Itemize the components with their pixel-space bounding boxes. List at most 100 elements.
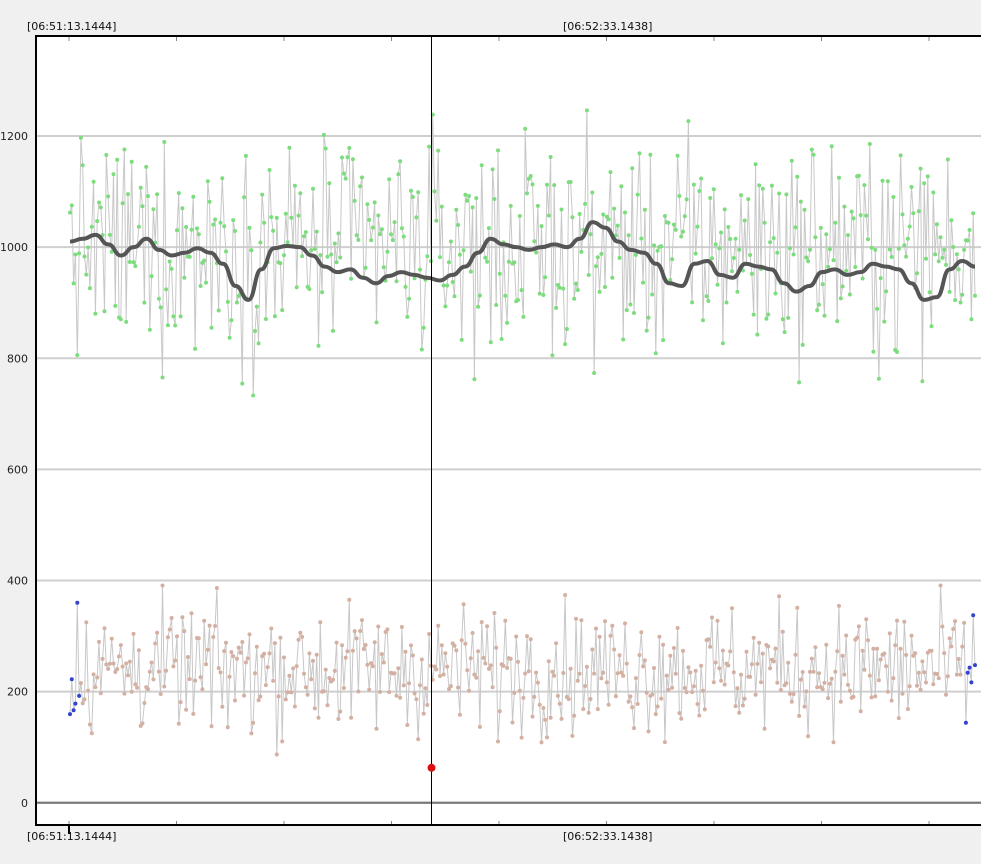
upper-series-point [842,204,847,209]
upper-series-point [138,185,143,190]
lower-series-point [497,709,502,714]
lower-series-point [929,648,934,653]
lower-series-point [419,657,424,662]
lower-series-point [452,643,457,648]
lower-series-point [820,687,825,692]
upper-series-point [726,225,731,229]
lower-series-point [546,659,551,664]
upper-series-point [428,259,433,264]
upper-series-point [671,222,676,227]
upper-series-point [300,254,305,259]
upper-series-point [808,247,812,252]
lower-series-point [187,677,192,682]
lower-series-point [327,676,332,680]
upper-series-point [528,174,533,178]
upper-series-point [106,194,111,199]
lower-series-point [632,726,636,731]
lower-series-point [817,671,821,676]
upper-series-point [806,259,811,264]
lower-series-point [251,720,256,725]
lower-series-point [263,683,268,688]
lower-series-point [122,691,127,696]
y-tick-label: 200 [7,686,28,699]
lower-series-point [434,667,439,672]
lower-series-point [711,680,716,685]
lower-series-point [100,656,105,661]
upper-series-point [191,194,196,199]
lower-series-point [887,631,892,636]
upper-series-point [68,210,72,215]
upper-series-point [474,196,479,201]
time-label-bottom-left: [06:51:13.1444] [27,830,116,843]
lower-series-point [717,666,722,671]
upper-series-point [717,246,722,251]
upper-series-point [557,285,562,290]
lower-series-point [175,634,179,639]
lower-series-point [394,693,399,698]
lower-series-point [973,663,977,668]
upper-series-point [673,227,678,232]
upper-series-point [126,192,130,197]
lower-series-point [657,634,662,639]
lower-series-point [171,664,176,669]
upper-series-point [318,253,323,258]
upper-series-point [833,220,838,225]
lower-series-point [893,643,898,648]
lower-series-point [760,651,765,656]
lower-series-point [427,632,432,636]
upper-series-point [523,126,528,131]
lower-series-point [969,680,974,685]
upper-series-point [439,204,444,209]
upper-series-point [733,236,738,241]
lower-series-point [615,671,620,676]
highlight-point[interactable] [427,763,436,772]
upper-series-point [472,377,477,382]
upper-series-point [722,207,727,212]
upper-series-point [719,230,724,235]
lower-series-point [876,678,881,683]
lower-series-point [762,726,767,731]
upper-series-point [140,204,145,209]
upper-series-point [706,299,711,303]
upper-series-point [624,308,629,313]
upper-series-point [851,216,856,221]
lower-series-point [365,662,370,667]
lower-series-point [165,635,170,640]
upper-series-point [247,225,252,230]
lower-series-point [185,655,190,659]
upper-series-point [962,247,967,252]
upper-series-point [118,317,123,322]
lower-series-point [641,664,646,669]
upper-series-point [570,215,575,220]
lower-series-point [662,740,667,745]
upper-series-point [69,203,74,208]
lower-series-point [539,740,544,745]
lower-series-point [253,671,257,676]
upper-series-point [889,255,894,259]
upper-series-point [338,255,343,260]
lower-series-point [813,645,818,650]
lower-series-point [332,668,337,673]
lower-series-point [265,665,270,670]
lower-series-point [470,631,475,635]
upper-series-point [447,260,451,265]
lower-series-point [222,649,227,654]
lower-series-point [106,666,111,671]
upper-series-point [623,210,627,215]
upper-series-point [231,218,236,223]
lower-series-point [289,690,294,695]
upper-series-point [949,218,954,223]
upper-series-point [724,300,729,305]
upper-series-point [347,146,352,150]
lower-series-point [68,712,72,717]
upper-series-point [615,223,620,228]
upper-series-point [584,108,589,113]
lower-series-point [708,644,713,649]
upper-series-point [911,211,916,216]
upper-series-point [425,254,430,259]
upper-series-point [155,192,160,197]
upper-series-point [111,172,116,177]
lower-series-point [416,737,421,742]
lower-series-point [563,593,568,597]
